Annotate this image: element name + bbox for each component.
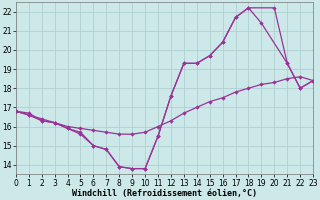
X-axis label: Windchill (Refroidissement éolien,°C): Windchill (Refroidissement éolien,°C): [72, 189, 257, 198]
